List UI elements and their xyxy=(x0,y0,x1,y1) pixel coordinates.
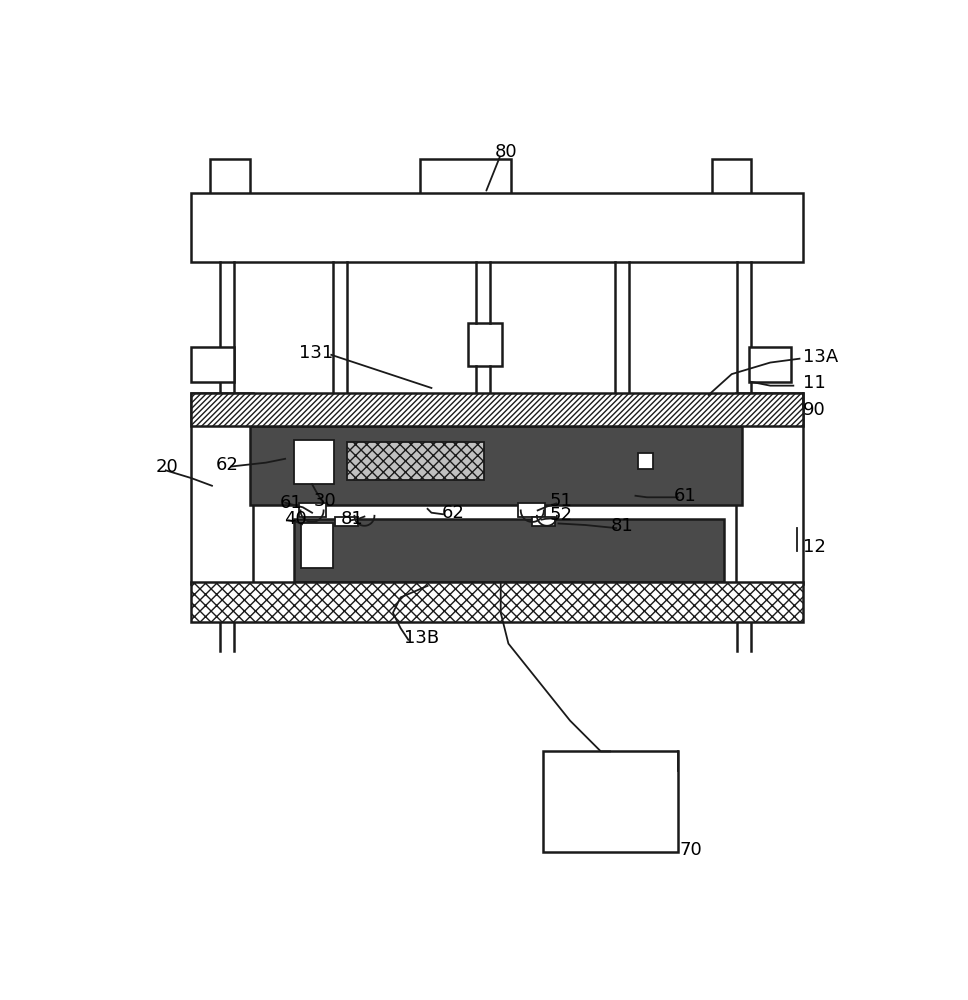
Text: 40: 40 xyxy=(284,510,306,528)
Bar xyxy=(748,347,791,382)
Text: 61: 61 xyxy=(674,487,697,505)
Text: 81: 81 xyxy=(341,510,363,528)
Bar xyxy=(518,503,545,517)
Bar xyxy=(712,158,751,195)
Bar xyxy=(294,440,334,484)
Text: 20: 20 xyxy=(156,458,178,476)
Bar xyxy=(638,453,653,469)
Bar xyxy=(294,519,724,582)
Bar xyxy=(300,523,333,568)
Text: 131: 131 xyxy=(299,344,333,362)
Bar xyxy=(469,323,502,366)
Bar xyxy=(736,393,802,584)
Text: 13A: 13A xyxy=(802,348,838,366)
Text: 13B: 13B xyxy=(405,629,439,647)
Text: 81: 81 xyxy=(611,517,634,535)
Bar xyxy=(192,393,802,426)
Bar xyxy=(192,582,802,622)
Text: 90: 90 xyxy=(802,401,826,419)
Bar xyxy=(192,193,802,262)
Bar xyxy=(251,426,741,505)
Bar xyxy=(335,517,358,526)
Text: 30: 30 xyxy=(314,492,336,510)
Text: 70: 70 xyxy=(680,841,702,859)
Bar xyxy=(420,158,511,197)
Bar xyxy=(192,393,253,584)
Text: 61: 61 xyxy=(280,494,302,512)
Text: 11: 11 xyxy=(802,374,826,392)
Text: 62: 62 xyxy=(216,456,239,474)
Text: 52: 52 xyxy=(549,506,572,524)
Bar xyxy=(543,751,678,852)
Text: 12: 12 xyxy=(802,538,826,556)
Bar xyxy=(192,347,233,382)
Text: 80: 80 xyxy=(495,143,518,161)
Text: 51: 51 xyxy=(549,492,572,510)
Text: 62: 62 xyxy=(441,504,465,522)
Bar xyxy=(531,517,555,526)
Bar xyxy=(299,503,326,517)
Bar xyxy=(347,442,484,480)
Bar xyxy=(210,158,250,195)
